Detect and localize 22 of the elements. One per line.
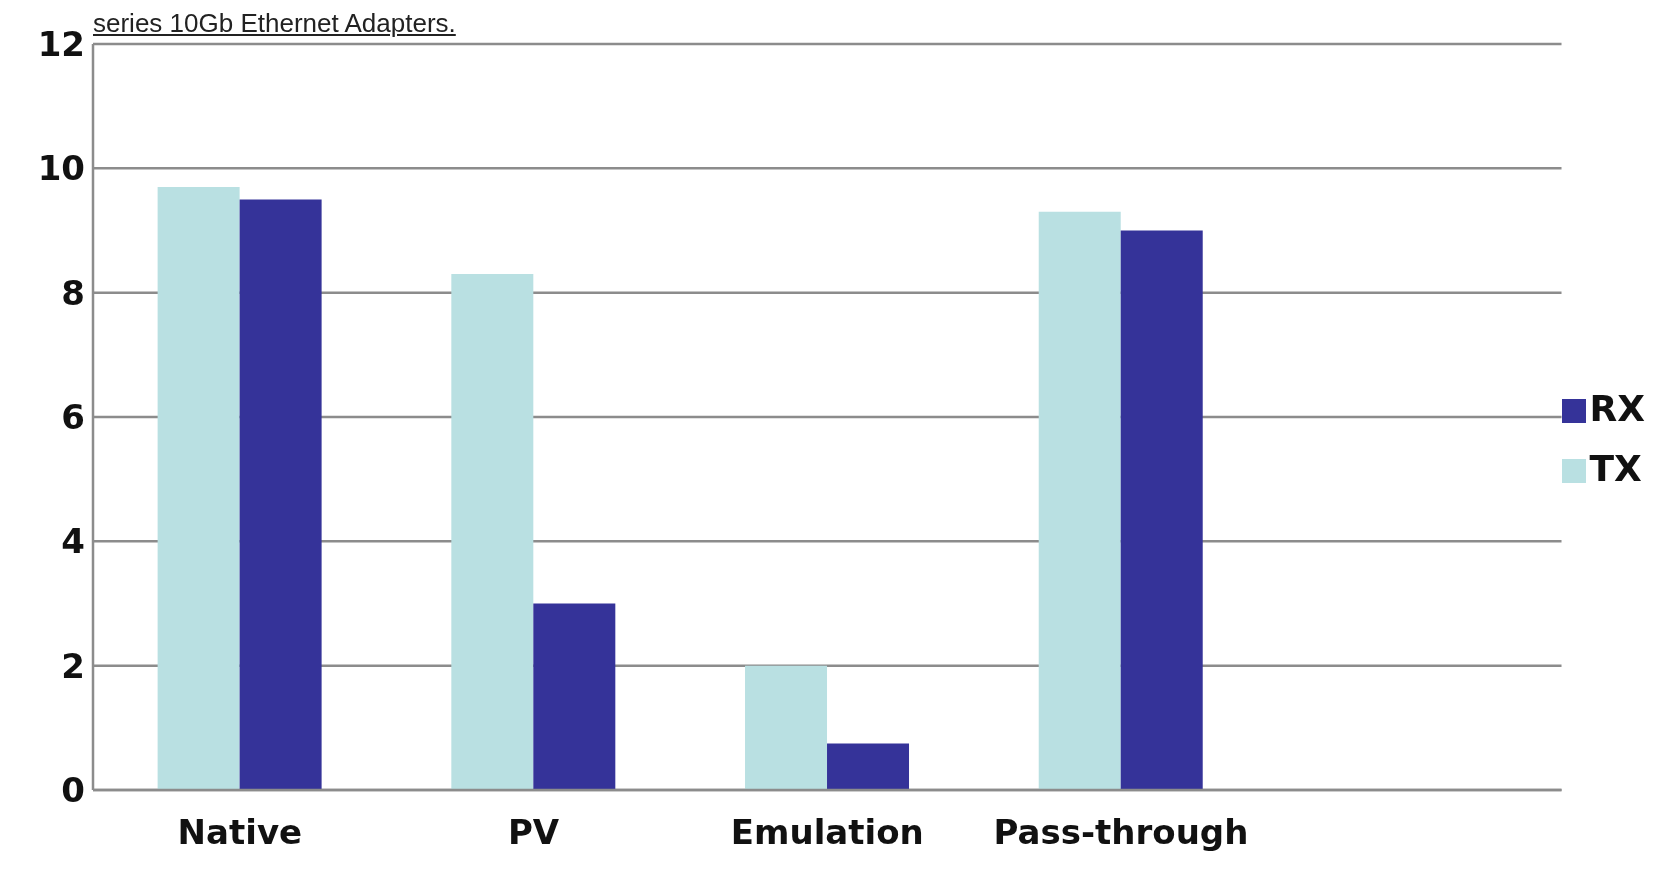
bar	[533, 603, 616, 790]
y-tick-label: 6	[61, 397, 85, 438]
chart-title: series 10Gb Ethernet Adapters.	[93, 8, 456, 39]
bar	[157, 186, 240, 790]
y-tick-label: 12	[37, 24, 85, 65]
y-tick-label: 0	[61, 770, 85, 811]
bar	[451, 274, 534, 790]
bar	[239, 199, 322, 790]
bar	[1038, 211, 1121, 790]
y-tick-label: 4	[61, 521, 85, 562]
bar	[1120, 230, 1203, 790]
x-tick-label: Native	[177, 812, 303, 853]
x-tick-label: PV	[507, 812, 560, 853]
y-tick-label: 8	[61, 272, 85, 313]
legend-label: TX	[1589, 448, 1642, 489]
x-tick-label: Emulation	[730, 812, 924, 853]
x-tick-label: Pass-through	[993, 812, 1249, 853]
bar	[745, 665, 828, 790]
legend-label: RX	[1589, 388, 1645, 429]
y-tick-label: 2	[61, 645, 85, 686]
y-tick-label: 10	[37, 148, 85, 189]
bar	[827, 743, 910, 790]
